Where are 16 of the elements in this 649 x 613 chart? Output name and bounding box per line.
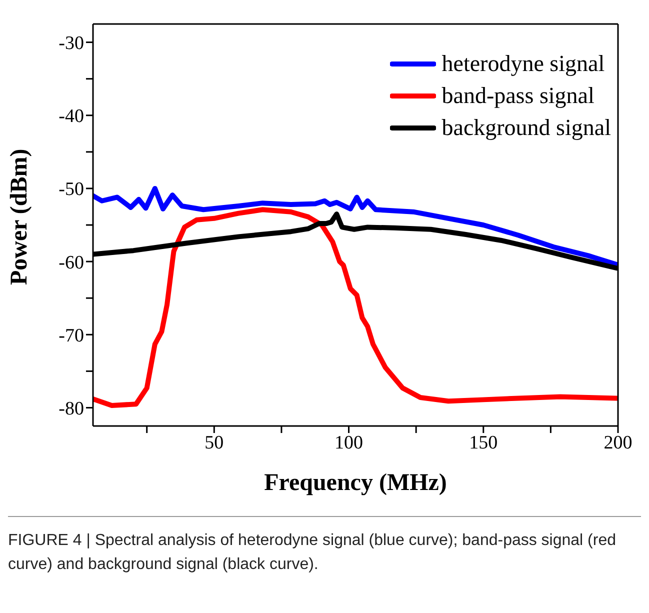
x-axis-title: Frequency (MHz) xyxy=(264,470,447,496)
y-tick-label: -40 xyxy=(58,106,84,128)
y-tick-label: -50 xyxy=(58,179,84,200)
x-tick-label: 150 xyxy=(469,432,498,454)
y-tick-label: -80 xyxy=(58,398,84,420)
y-tick-label: -70 xyxy=(58,325,84,346)
y-axis-title: Power (dBm) xyxy=(6,148,33,285)
y-tick-label: -30 xyxy=(58,33,84,54)
x-tick-label: 100 xyxy=(334,432,364,454)
legend-label: band-pass signal xyxy=(442,82,594,110)
legend-label: background signal xyxy=(442,114,611,142)
x-tick-label: 200 xyxy=(604,432,632,454)
caption: FIGURE 4 | Spectral analysis of heterodyne signal (blue curve); band-pass signal (red curve) and background signal (black curve). xyxy=(8,531,618,575)
x-tick-label: 50 xyxy=(204,432,224,454)
y-tick-label: -60 xyxy=(58,252,84,274)
legend-label: heterodyne signal xyxy=(442,50,605,78)
